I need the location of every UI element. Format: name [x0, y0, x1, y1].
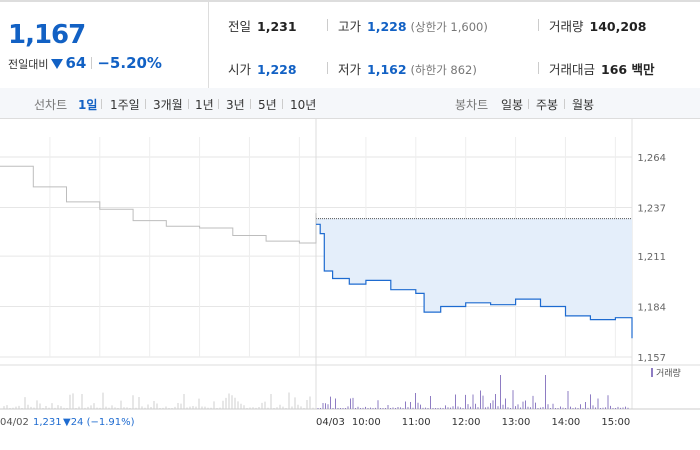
- divider: [101, 99, 102, 109]
- prev-day-change-label: ▼24 (−1.91%): [63, 417, 135, 428]
- today-price-line: [316, 223, 633, 339]
- tab-3month[interactable]: 3개월: [153, 98, 183, 112]
- y-tick-label: 1,184: [637, 303, 666, 314]
- tab-1day[interactable]: 1일: [78, 98, 98, 112]
- low-value: 1,162: [367, 62, 407, 77]
- open-stat: 시가 1,228: [228, 59, 297, 78]
- divider: [538, 62, 539, 74]
- tab-10year[interactable]: 10년: [290, 98, 317, 112]
- tab-1week[interactable]: 1주일: [110, 98, 140, 112]
- chart-lines: [0, 165, 633, 339]
- tab-3year[interactable]: 3년: [226, 98, 245, 112]
- y-tick-label: 1,157: [637, 353, 666, 364]
- high-label: 고가: [338, 19, 362, 34]
- stock-summary-panel: 1,167 전일대비 64 −5.20% 전일 1,231 시가 1,228 고가 1,2…: [0, 2, 700, 89]
- x-tick-label: 04/03: [316, 417, 345, 428]
- divider: [327, 19, 328, 31]
- tab-weekly-candle[interactable]: 주봉: [536, 98, 559, 112]
- current-price: 1,167: [8, 20, 86, 50]
- upper-limit: (상한가 1,600): [410, 20, 488, 34]
- prev-close-label: 전일: [228, 19, 252, 34]
- tab-1year[interactable]: 1년: [195, 98, 214, 112]
- prev-day-close-label: 1,231: [33, 417, 62, 428]
- prev-close-stat: 전일 1,231: [228, 16, 297, 35]
- y-tick-label: 1,237: [637, 203, 666, 214]
- price-chart: 1,264 1,237 1,211 1,184 1,157 거래량 04/02 1,231…: [0, 119, 700, 428]
- divider: [528, 99, 529, 109]
- prev-day-date-label: 04/02: [0, 417, 29, 428]
- price-box: 1,167 전일대비 64 −5.20%: [0, 2, 209, 88]
- x-tick-label: 11:00: [402, 417, 431, 428]
- y-tick-label: 1,211: [637, 252, 666, 263]
- prev-close-value: 1,231: [257, 19, 297, 34]
- amount-label: 거래대금: [549, 62, 596, 77]
- divider: [91, 57, 93, 69]
- y-tick-label: 1,264: [637, 153, 666, 164]
- shaded-area: [316, 218, 632, 339]
- down-triangle-icon: [51, 59, 64, 69]
- chart-tab-bar: 선차트 1일 1주일 3개월 1년 3년 5년 10년 봉차트 일봉 주봉 월봉: [0, 88, 700, 119]
- divider: [145, 99, 146, 109]
- volume-bars: 거래량: [3, 367, 681, 409]
- x-tick-label: 13:00: [502, 417, 531, 428]
- volume-legend-swatch: [651, 368, 653, 377]
- amount-value: 166 백만: [601, 62, 655, 77]
- change-value: 64: [65, 54, 87, 72]
- x-tick-label: 12:00: [452, 417, 481, 428]
- tab-daily-candle[interactable]: 일봉: [501, 98, 524, 112]
- divider: [538, 19, 539, 31]
- divider: [188, 99, 189, 109]
- low-stat: 저가 1,162 (하한가 862): [338, 59, 477, 78]
- x-tick-label: 14:00: [551, 417, 580, 428]
- divider: [282, 99, 283, 109]
- divider: [564, 99, 565, 109]
- tab-monthly-candle[interactable]: 월봉: [572, 98, 595, 112]
- x-axis-labels: 04/02 1,231 ▼24 (−1.91%) 04/03 10:00 11:00 12:…: [0, 417, 630, 428]
- lower-limit: (하한가 862): [410, 63, 477, 77]
- prev-day-price-line: [0, 165, 317, 244]
- volume-label: 거래량: [549, 19, 584, 34]
- y-axis-labels: 1,264 1,237 1,211 1,184 1,157: [637, 153, 666, 364]
- low-label: 저가: [338, 62, 362, 77]
- candle-chart-header: 봉차트: [455, 98, 489, 112]
- divider: [250, 99, 251, 109]
- line-chart-header: 선차트: [34, 98, 68, 112]
- x-tick-label: 10:00: [352, 417, 381, 428]
- chart-grid: [0, 119, 700, 410]
- amount-stat: 거래대금 166 백만: [549, 59, 654, 78]
- open-label: 시가: [228, 62, 252, 77]
- change-row: 전일대비 64 −5.20%: [8, 54, 162, 72]
- high-stat: 고가 1,228 (상한가 1,600): [338, 16, 488, 35]
- divider: [218, 99, 219, 109]
- volume-stat: 거래량 140,208: [549, 16, 646, 35]
- below-prev-close-fill: [316, 218, 632, 339]
- open-value: 1,228: [257, 62, 297, 77]
- high-value: 1,228: [367, 19, 407, 34]
- change-label: 전일대비: [8, 58, 49, 71]
- x-tick-label: 15:00: [601, 417, 630, 428]
- volume-value: 140,208: [589, 19, 647, 34]
- divider: [327, 62, 328, 74]
- volume-legend-label: 거래량: [656, 367, 681, 379]
- top-border: [0, 0, 700, 2]
- change-percent: −5.20%: [97, 54, 162, 72]
- tab-5year[interactable]: 5년: [258, 98, 277, 112]
